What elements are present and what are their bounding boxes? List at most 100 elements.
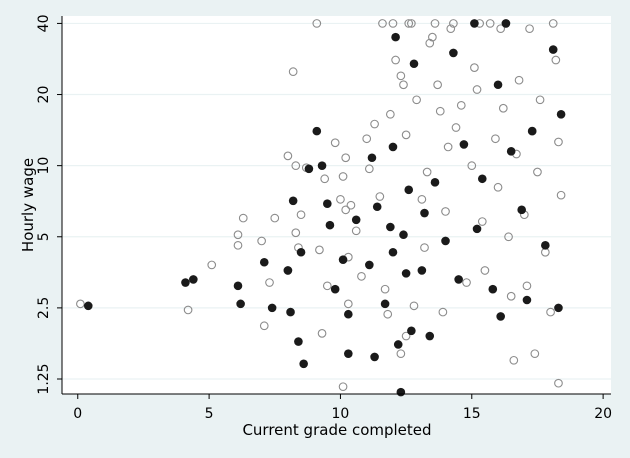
data-point-hollow bbox=[288, 67, 298, 76]
data-point-hollow bbox=[498, 103, 508, 113]
data-point-filled bbox=[338, 255, 348, 264]
data-point-hollow bbox=[496, 24, 506, 34]
data-point-filled bbox=[501, 19, 511, 28]
data-point-filled bbox=[386, 222, 395, 232]
data-point-hollow bbox=[554, 137, 563, 147]
data-point-hollow bbox=[470, 63, 479, 72]
data-point-hollow bbox=[76, 299, 85, 309]
data-point-hollow bbox=[312, 19, 322, 28]
x-tick-label: 5 bbox=[205, 406, 214, 422]
data-point-hollow bbox=[462, 278, 471, 287]
data-point-filled bbox=[477, 174, 487, 184]
data-point-hollow bbox=[259, 321, 269, 331]
data-point-filled bbox=[370, 352, 379, 362]
data-point-hollow bbox=[401, 331, 411, 341]
data-point-hollow bbox=[183, 305, 193, 315]
data-point-hollow bbox=[435, 106, 445, 116]
data-point-filled bbox=[522, 295, 532, 305]
data-point-filled bbox=[541, 241, 550, 250]
data-point-filled bbox=[527, 126, 537, 136]
data-point-filled bbox=[325, 220, 335, 230]
data-point-hollow bbox=[362, 134, 372, 144]
data-point-hollow bbox=[438, 307, 448, 317]
data-points bbox=[76, 19, 566, 397]
data-point-hollow bbox=[493, 182, 503, 192]
data-point-filled bbox=[283, 266, 293, 275]
data-point-filled bbox=[83, 301, 93, 311]
data-point-filled bbox=[409, 59, 419, 69]
data-point-hollow bbox=[322, 281, 332, 291]
data-point-filled bbox=[472, 224, 482, 234]
data-point-hollow bbox=[338, 382, 348, 392]
data-point-filled bbox=[323, 199, 332, 209]
data-point-hollow bbox=[207, 260, 217, 270]
data-point-hollow bbox=[533, 167, 542, 177]
data-point-hollow bbox=[338, 172, 348, 181]
data-point-filled bbox=[396, 387, 406, 397]
data-point-hollow bbox=[522, 281, 532, 291]
data-point-hollow bbox=[383, 309, 393, 319]
data-point-filled bbox=[312, 126, 322, 136]
data-point-filled bbox=[344, 309, 353, 319]
data-point-filled bbox=[506, 147, 516, 156]
data-point-hollow bbox=[346, 200, 356, 210]
data-point-filled bbox=[351, 215, 361, 225]
data-point-filled bbox=[294, 337, 303, 346]
data-point-filled bbox=[554, 303, 563, 313]
x-axis-title: Current grade completed bbox=[242, 421, 431, 439]
data-point-hollow bbox=[296, 210, 306, 220]
data-point-filled bbox=[330, 284, 340, 294]
data-point-hollow bbox=[233, 230, 243, 240]
data-point-hollow bbox=[472, 85, 482, 94]
data-point-hollow bbox=[375, 192, 385, 201]
data-point-filled bbox=[401, 269, 411, 278]
y-tick-label: 10 bbox=[36, 157, 52, 175]
data-point-hollow bbox=[291, 228, 301, 238]
y-tick-label: 2.5 bbox=[36, 297, 52, 319]
data-point-hollow bbox=[556, 190, 566, 200]
y-tick-label: 1.25 bbox=[36, 363, 52, 394]
data-point-hollow bbox=[291, 161, 301, 171]
data-point-filled bbox=[288, 196, 298, 206]
data-point-filled bbox=[430, 178, 440, 187]
data-point-hollow bbox=[317, 329, 327, 338]
data-point-hollow bbox=[357, 271, 366, 281]
data-point-hollow bbox=[480, 266, 490, 275]
data-point-filled bbox=[517, 205, 526, 215]
data-point-filled bbox=[181, 278, 190, 287]
data-point-filled bbox=[286, 307, 295, 317]
data-point-hollow bbox=[401, 130, 411, 140]
data-point-filled bbox=[449, 48, 458, 58]
data-point-hollow bbox=[399, 80, 408, 90]
data-point-hollow bbox=[422, 167, 432, 177]
data-point-hollow bbox=[430, 19, 440, 28]
data-point-hollow bbox=[407, 19, 416, 28]
data-point-hollow bbox=[320, 174, 330, 184]
data-point-hollow bbox=[546, 307, 555, 317]
data-point-filled bbox=[236, 299, 245, 309]
data-point-hollow bbox=[443, 142, 453, 152]
data-point-hollow bbox=[506, 291, 516, 301]
data-point-hollow bbox=[428, 32, 437, 42]
data-point-hollow bbox=[449, 19, 458, 28]
data-point-filled bbox=[380, 299, 390, 309]
data-point-hollow bbox=[385, 109, 395, 119]
x-tick-label: 10 bbox=[332, 406, 350, 422]
data-point-hollow bbox=[238, 213, 248, 223]
data-point-hollow bbox=[341, 153, 351, 163]
data-point-filled bbox=[267, 303, 277, 313]
data-point-hollow bbox=[451, 123, 461, 132]
data-point-hollow bbox=[370, 119, 379, 129]
data-point-hollow bbox=[341, 205, 351, 215]
plot-area bbox=[62, 16, 611, 394]
data-point-filled bbox=[417, 266, 427, 275]
data-point-filled bbox=[399, 230, 408, 240]
data-point-hollow bbox=[257, 236, 266, 246]
data-point-hollow bbox=[477, 217, 487, 226]
data-point-hollow bbox=[456, 100, 466, 110]
data-point-filled bbox=[393, 340, 403, 349]
data-point-hollow bbox=[396, 71, 406, 81]
data-point-filled bbox=[454, 275, 463, 284]
data-point-filled bbox=[299, 359, 308, 369]
data-point-hollow bbox=[233, 240, 243, 250]
